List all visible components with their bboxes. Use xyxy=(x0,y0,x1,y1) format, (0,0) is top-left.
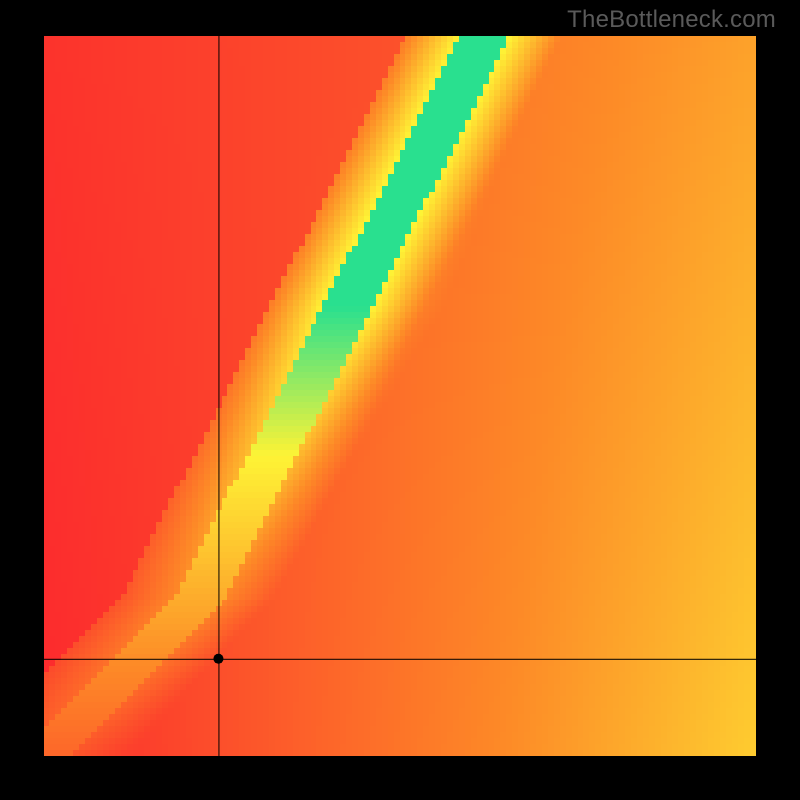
bottleneck-heatmap xyxy=(44,36,756,756)
watermark-text: TheBottleneck.com xyxy=(567,6,776,34)
chart-container: TheBottleneck.com xyxy=(0,0,800,800)
